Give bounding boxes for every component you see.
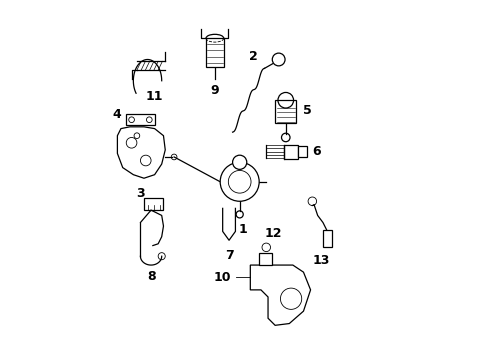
Bar xyxy=(126,114,155,125)
Polygon shape xyxy=(250,265,311,325)
Text: 4: 4 xyxy=(112,108,121,121)
Text: 3: 3 xyxy=(136,187,145,200)
Bar xyxy=(206,38,224,67)
Bar xyxy=(323,230,332,247)
Text: 8: 8 xyxy=(147,270,155,283)
Text: 13: 13 xyxy=(313,255,330,267)
Text: 12: 12 xyxy=(265,227,282,240)
Text: 2: 2 xyxy=(249,50,258,63)
Bar xyxy=(284,145,298,159)
Text: 5: 5 xyxy=(303,104,312,117)
Text: 7: 7 xyxy=(225,249,233,262)
Text: 10: 10 xyxy=(213,271,231,284)
Text: 11: 11 xyxy=(146,90,163,103)
Bar xyxy=(275,100,296,123)
Text: 9: 9 xyxy=(211,84,219,97)
Text: 1: 1 xyxy=(239,222,247,235)
Circle shape xyxy=(233,155,247,169)
Text: 6: 6 xyxy=(312,145,321,158)
Bar xyxy=(259,253,271,265)
Bar xyxy=(298,146,307,157)
Circle shape xyxy=(220,162,259,201)
Bar xyxy=(144,198,164,210)
Polygon shape xyxy=(118,127,165,178)
